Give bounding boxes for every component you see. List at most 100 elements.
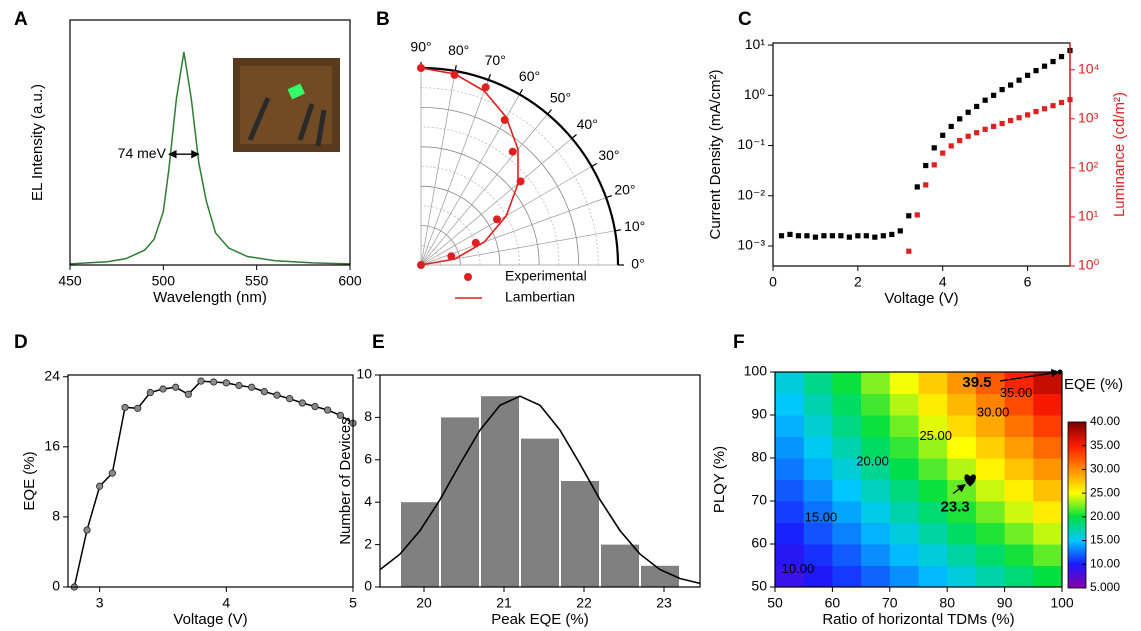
axes-frame — [67, 374, 354, 588]
heat-cell — [861, 372, 891, 394]
heat-cell — [832, 501, 862, 523]
data-point — [210, 378, 218, 386]
data-point — [787, 231, 793, 238]
x-tick-label: 23 — [656, 595, 672, 611]
heat-cell — [803, 458, 833, 480]
data-point — [923, 162, 929, 169]
colorbar-tick-label: 40.00 — [1090, 414, 1120, 428]
heat-cell — [918, 501, 948, 523]
data-point — [889, 231, 895, 238]
y-tick-label: 60 — [751, 535, 767, 551]
heat-cell — [975, 372, 1006, 394]
y-tick-label: 0 — [364, 578, 372, 594]
data-point — [1033, 109, 1039, 115]
radial-grid — [420, 185, 501, 266]
bar — [601, 544, 639, 587]
heat-cell — [832, 415, 862, 437]
radial-grid — [420, 107, 579, 266]
heat-cell — [861, 415, 891, 437]
panel-letter: B — [376, 9, 390, 30]
heat-cell — [1004, 479, 1034, 502]
data-point — [965, 109, 971, 115]
heat-cell — [803, 372, 833, 394]
y-tick-label: 8 — [364, 408, 372, 424]
y-tick-label: 6 — [364, 451, 372, 467]
point-label: 39.5 — [962, 374, 991, 391]
heat-cell — [832, 458, 862, 480]
heat-cell — [775, 372, 805, 394]
heat-cell — [861, 565, 891, 588]
heat-cell — [1033, 393, 1063, 416]
colorbar-tick-label: 5.000 — [1090, 580, 1120, 594]
data-point — [991, 92, 997, 98]
point-arrow — [999, 368, 1060, 382]
heat-cell — [947, 436, 977, 459]
x-tick-label: 4 — [222, 595, 230, 611]
x-axis-label: Peak EQE (%) — [491, 611, 589, 628]
heat-cell — [861, 393, 891, 416]
data-point — [795, 233, 802, 239]
heat-cell — [918, 458, 948, 480]
data-point — [96, 482, 104, 490]
heat-cell — [1033, 501, 1063, 523]
heat-cell — [1004, 458, 1034, 480]
x-tick-label: 3 — [96, 595, 104, 611]
bar — [641, 565, 679, 587]
x-tick-label: 600 — [338, 273, 362, 289]
heat-cell — [775, 522, 805, 545]
data-point — [197, 377, 205, 385]
contour-label: 20.00 — [856, 454, 889, 469]
data-point — [974, 103, 980, 110]
y2-tick-label: 10³ — [1078, 109, 1099, 125]
data-point — [447, 252, 456, 261]
y-axis-label: EQE (%) — [21, 451, 38, 510]
data-point — [1033, 68, 1039, 74]
heat-cell — [1033, 436, 1063, 459]
angle-tick-label: 10° — [624, 218, 645, 234]
panel-letter: C — [738, 9, 752, 30]
heat-cell — [918, 436, 948, 459]
y-axis-label: PLQY (%) — [711, 446, 728, 513]
data-point — [1024, 72, 1031, 78]
legend-swatch — [464, 273, 472, 281]
heat-cell — [861, 479, 891, 502]
x-tick-label: 70 — [882, 595, 898, 611]
y-tick-label: 10⁻² — [737, 186, 765, 202]
y2-tick-label: 10¹ — [1078, 208, 1099, 224]
radial-grid — [420, 166, 520, 266]
heat-cell — [918, 479, 948, 502]
data-point — [863, 233, 869, 239]
heat-cell — [889, 544, 919, 566]
heat-cell — [1004, 501, 1034, 523]
data-point — [957, 137, 963, 144]
data-point — [1016, 115, 1022, 121]
heat-cell — [918, 544, 948, 566]
annotation: 74 meV — [118, 145, 167, 161]
heat-cell — [947, 565, 977, 588]
y-tick-label: 4 — [364, 493, 372, 509]
data-point — [940, 150, 946, 156]
heat-cell — [889, 415, 919, 437]
colorbar-tick-label: 20.00 — [1090, 509, 1120, 523]
heat-cell — [861, 522, 891, 545]
heat-cell — [832, 544, 862, 566]
data-point — [906, 248, 912, 254]
angle-tick-label: 50° — [550, 89, 571, 105]
x-tick-label: 450 — [58, 273, 82, 289]
data-point — [931, 145, 937, 151]
heat-cell — [918, 565, 948, 588]
angle-tick-label: 40° — [577, 116, 598, 132]
data-point — [1041, 106, 1048, 112]
heat-cell — [832, 372, 862, 394]
heat-cell — [1033, 415, 1063, 437]
y-tick-label: 24 — [44, 367, 60, 383]
data-point — [1058, 99, 1065, 106]
heat-cell — [975, 479, 1006, 502]
y2-tick-label: 10⁰ — [1078, 257, 1100, 273]
contour-label: 15.00 — [805, 510, 838, 525]
angle-grid — [420, 70, 456, 266]
data-point — [311, 402, 319, 411]
data-point — [83, 526, 91, 534]
data-point — [914, 212, 920, 218]
